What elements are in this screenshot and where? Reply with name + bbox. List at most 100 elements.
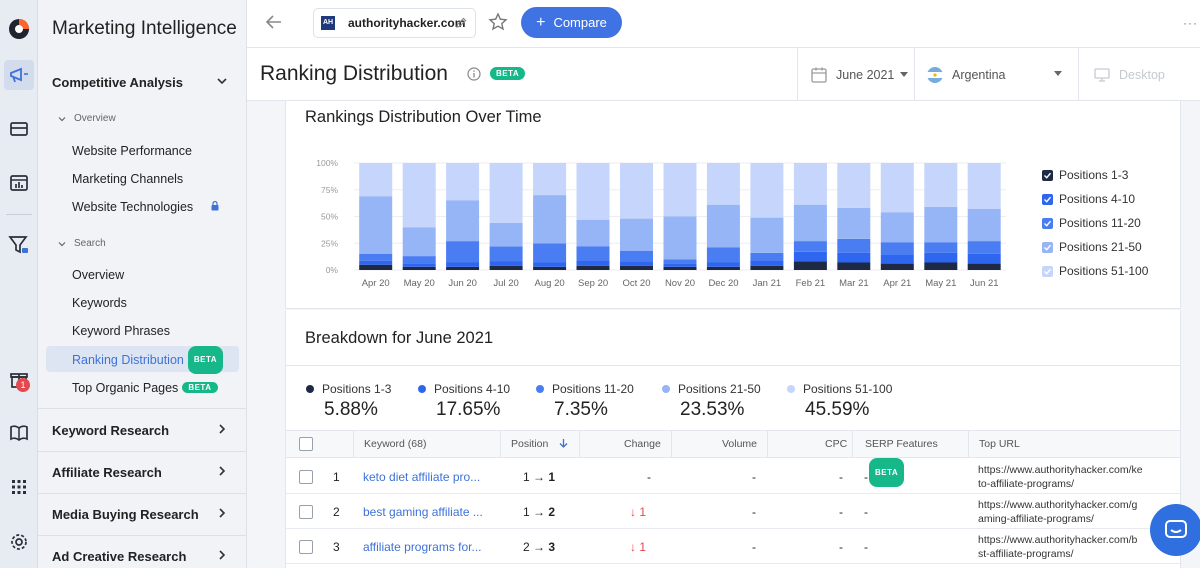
bar-segment[interactable] [489,222,523,247]
bar-segment[interactable] [706,247,740,263]
top-url-link[interactable]: https://www.authorityhacker.com/ke to-aff… [978,459,1143,494]
bar-segment[interactable] [359,260,393,265]
sidebar-item-top-organic-pages[interactable]: Top Organic Pages BETA [72,381,218,395]
bar-segment[interactable] [533,195,567,244]
bar-segment[interactable] [793,163,827,205]
keyword-link[interactable]: affiliate programs for... [363,539,482,554]
bar-segment[interactable] [446,163,480,201]
pencil-icon[interactable] [455,17,467,29]
sidebar-item-search-overview[interactable]: Overview [72,268,125,282]
settings-gear-icon[interactable] [4,527,34,557]
legend-checkbox-icon[interactable] [1042,265,1053,277]
bar-segment[interactable] [663,263,697,267]
bar-segment[interactable] [489,265,523,270]
top-url-link[interactable]: https://www.authorityhacker.com/g aming-a… [978,494,1137,529]
bar-segment[interactable] [576,219,610,247]
bar-segment[interactable] [967,263,1001,270]
top-url-link[interactable]: https://www.authorityhacker.com/b st-affi… [978,529,1137,564]
legend-item[interactable]: Positions 21-50 [1042,235,1148,259]
legend-checkbox-icon[interactable] [1042,169,1053,181]
bar-segment[interactable] [576,265,610,270]
bar-segment[interactable] [576,163,610,220]
bar-segment[interactable] [620,218,653,251]
bar-segment[interactable] [837,239,871,253]
bar-segment[interactable] [359,264,393,270]
column-cpc[interactable]: CPC [767,431,852,458]
group-search[interactable]: Search [58,238,106,249]
bar-segment[interactable] [359,163,393,197]
bar-segment[interactable] [663,266,697,270]
bar-segment[interactable] [837,262,871,271]
more-options-icon[interactable]: ··· [1183,16,1198,30]
bar-segment[interactable] [924,262,958,271]
bar-segment[interactable] [663,259,697,264]
bar-segment[interactable] [533,266,567,270]
bar-segment[interactable] [663,216,697,260]
bar-segment[interactable] [924,252,958,263]
bar-segment[interactable] [489,246,523,262]
bar-segment[interactable] [576,260,610,266]
date-filter[interactable]: June 2021 [797,48,915,101]
bar-segment[interactable] [967,241,1001,254]
bar-segment[interactable] [750,260,784,266]
legend-item[interactable]: Positions 51-100 [1042,259,1148,283]
bar-segment[interactable] [967,209,1001,242]
sidebar-item-ranking-distribution[interactable]: Ranking Distribution BETA [46,346,239,374]
bar-segment[interactable] [359,196,393,254]
sidebar-section-keyword-research[interactable]: Keyword Research [38,410,247,450]
row-checkbox[interactable] [299,505,313,519]
bar-segment[interactable] [924,206,958,243]
bar-segment[interactable] [402,227,436,257]
bar-segment[interactable] [880,263,914,270]
column-change[interactable]: Change [579,431,671,458]
row-checkbox[interactable] [299,540,313,554]
bar-segment[interactable] [967,253,1001,264]
bar-segment[interactable] [620,261,653,266]
column-position[interactable]: Position [500,431,579,458]
bar-segment[interactable] [620,163,653,219]
bar-segment[interactable] [837,252,871,263]
sidebar-section-ad-creative-research[interactable]: Ad Creative Research [38,536,247,576]
bar-segment[interactable] [620,250,653,262]
column-volume[interactable]: Volume [671,431,767,458]
sidebar-section-affiliate-research[interactable]: Affiliate Research [38,452,247,492]
bar-segment[interactable] [533,262,567,267]
apps-grid-icon[interactable] [4,472,34,502]
bar-segment[interactable] [533,163,567,196]
row-checkbox[interactable] [299,470,313,484]
inbox-icon[interactable] [4,114,34,144]
select-all-checkbox[interactable] [299,437,313,451]
sidebar-item-website-technologies[interactable]: Website Technologies [72,200,219,214]
column-top-url[interactable]: Top URL [968,431,1180,458]
sidebar-section-competitive-analysis[interactable]: Competitive Analysis [38,62,247,102]
bar-segment[interactable] [533,243,567,263]
group-overview[interactable]: Overview [58,113,116,124]
back-arrow-icon[interactable] [265,14,283,30]
bar-segment[interactable] [750,252,784,261]
column-keyword[interactable]: Keyword (68) [353,431,500,458]
bar-segment[interactable] [402,163,436,228]
bar-segment[interactable] [793,204,827,242]
bar-segment[interactable] [446,262,480,267]
bar-segment[interactable] [446,200,480,242]
sidebar-item-marketing-channels[interactable]: Marketing Channels [72,172,184,186]
info-icon[interactable] [467,67,481,81]
legend-item[interactable]: Positions 4-10 [1042,187,1148,211]
bar-segment[interactable] [837,207,871,239]
bar-segment[interactable] [750,217,784,253]
bar-segment[interactable] [793,261,827,270]
legend-item[interactable]: Positions 11-20 [1042,211,1148,235]
bar-segment[interactable] [446,266,480,270]
bar-segment[interactable] [489,261,523,266]
bar-segment[interactable] [880,163,914,213]
bar-segment[interactable] [620,265,653,270]
book-icon[interactable] [4,418,34,448]
sidebar-item-keyword-phrases[interactable]: Keyword Phrases [72,324,170,338]
report-icon[interactable] [4,168,34,198]
bar-segment[interactable] [706,262,740,267]
domain-selector[interactable]: AH authorityhacker.com [313,8,476,38]
legend-item[interactable]: Positions 1-3 [1042,163,1148,187]
bar-segment[interactable] [402,266,436,270]
bar-segment[interactable] [576,246,610,261]
bar-segment[interactable] [706,266,740,270]
